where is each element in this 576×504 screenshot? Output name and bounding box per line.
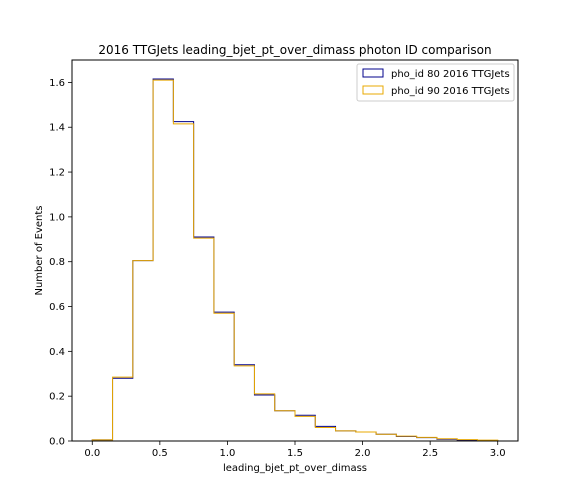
x-axis-ticks: 0.0 0.5 1.0 1.5 2.0 2.5 3.0: [84, 441, 506, 459]
x-tick-label: 1.0: [219, 448, 235, 459]
axes-frame: [71, 59, 519, 442]
x-tick-label: 2.0: [355, 448, 371, 459]
y-tick-label: 0.2: [49, 392, 65, 403]
y-tick-label: 0.8: [49, 257, 65, 268]
plot-area: [91, 78, 499, 442]
x-tick-label: 0.5: [152, 448, 168, 459]
y-tick-label: 1.2: [49, 168, 65, 179]
legend: pho_id 80 2016 TTGJets pho_id 90 2016 TT…: [356, 63, 515, 102]
y-axis-label: Number of Events: [34, 205, 45, 295]
legend-swatch-pho-id-80: [362, 68, 384, 78]
legend-label-pho-id-90: pho_id 90 2016 TTGJets: [391, 86, 510, 97]
x-tick-label: 0.0: [84, 448, 100, 459]
x-tick-label: 2.5: [422, 448, 438, 459]
legend-box: [356, 63, 515, 102]
x-tick-label: 3.0: [490, 448, 506, 459]
y-tick-label: 1.6: [49, 78, 65, 89]
y-tick-label: 1.0: [49, 212, 65, 223]
y-axis-ticks: 0.0 0.2 0.4 0.6 0.8 1.0 1.2 1.4 1.6: [49, 78, 72, 448]
y-tick-label: 0.0: [49, 437, 65, 448]
legend-label-pho-id-80: pho_id 80 2016 TTGJets: [391, 69, 510, 80]
series-line-pho-id-90: [91, 79, 499, 441]
y-tick-label: 0.6: [49, 302, 65, 313]
y-tick-label: 0.4: [49, 347, 65, 358]
legend-swatch-pho-id-90: [362, 85, 384, 95]
x-tick-label: 1.5: [287, 448, 303, 459]
y-tick-label: 1.4: [49, 123, 65, 134]
chart-title: 2016 TTGJets leading_bjet_pt_over_dimass…: [98, 43, 491, 57]
x-axis-label: leading_bjet_pt_over_dimass: [223, 463, 367, 474]
